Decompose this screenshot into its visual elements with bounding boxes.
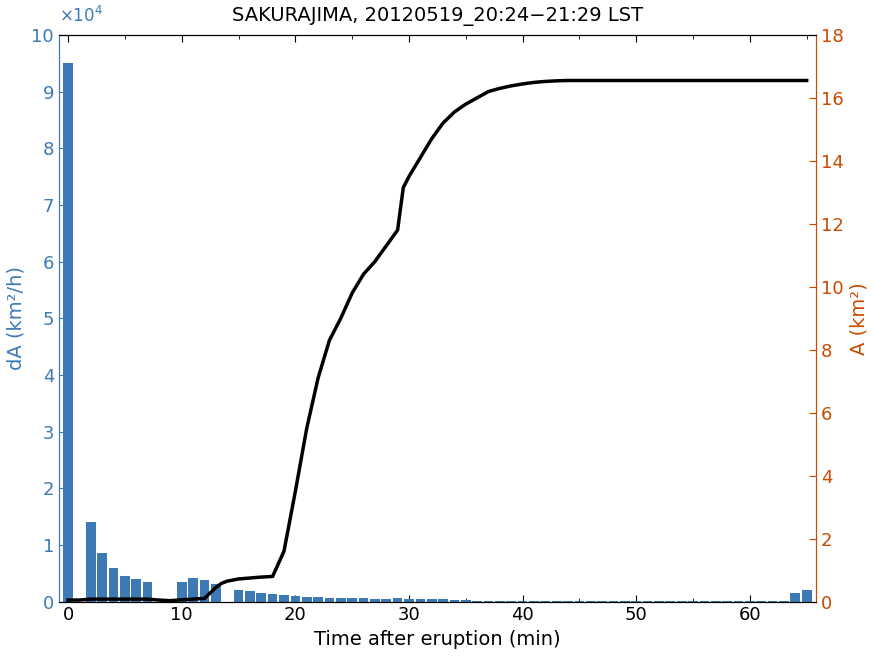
Bar <box>382 599 391 602</box>
Bar <box>188 578 198 602</box>
Bar <box>245 592 255 602</box>
Bar <box>461 600 471 602</box>
Bar <box>473 600 482 602</box>
Bar <box>495 600 505 602</box>
Bar <box>484 600 493 602</box>
Bar <box>211 583 220 602</box>
Bar <box>575 601 584 602</box>
Bar <box>143 582 152 602</box>
Bar <box>290 596 300 602</box>
Bar <box>404 599 414 602</box>
Bar <box>336 598 346 602</box>
Bar <box>802 590 811 602</box>
Bar <box>234 590 243 602</box>
Bar <box>790 593 800 602</box>
Bar <box>200 580 209 602</box>
Bar <box>393 598 402 602</box>
Bar <box>86 522 95 602</box>
Bar <box>552 600 562 602</box>
Bar <box>438 600 448 602</box>
Title: SAKURAJIMA, 20120519_20:24−21:29 LST: SAKURAJIMA, 20120519_20:24−21:29 LST <box>232 7 643 26</box>
Bar <box>268 594 277 602</box>
Bar <box>325 598 334 602</box>
Bar <box>256 592 266 602</box>
Bar <box>63 63 73 602</box>
Bar <box>359 598 368 602</box>
Bar <box>370 599 380 602</box>
Bar <box>564 601 573 602</box>
Bar <box>313 597 323 602</box>
Bar <box>450 600 459 602</box>
Y-axis label: dA (km²/h): dA (km²/h) <box>7 266 26 370</box>
Bar <box>427 599 437 602</box>
Y-axis label: A (km²): A (km²) <box>849 282 868 355</box>
Bar <box>507 601 516 602</box>
Bar <box>347 598 357 602</box>
Bar <box>302 596 312 602</box>
Bar <box>541 600 550 602</box>
Bar <box>120 576 130 602</box>
Bar <box>108 567 118 602</box>
Bar <box>131 579 141 602</box>
Bar <box>97 554 107 602</box>
Bar <box>279 595 289 602</box>
X-axis label: Time after eruption (min): Time after eruption (min) <box>314 630 561 649</box>
Bar <box>416 600 425 602</box>
Bar <box>177 582 186 602</box>
Text: $\times10^4$: $\times10^4$ <box>59 6 103 26</box>
